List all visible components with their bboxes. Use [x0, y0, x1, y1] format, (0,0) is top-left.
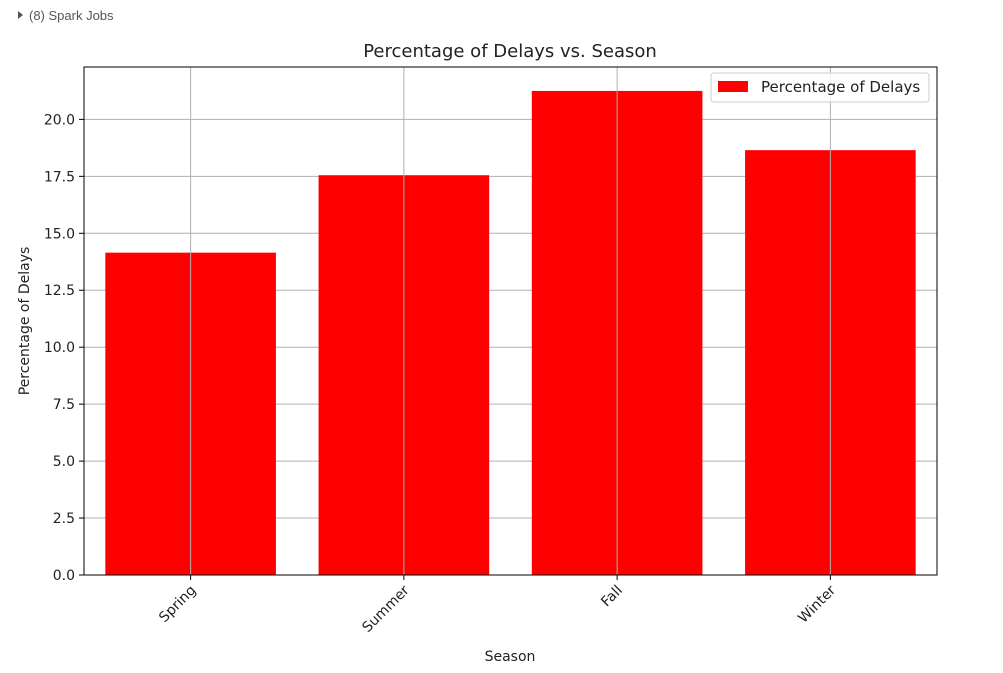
expand-caret-icon[interactable] [18, 11, 23, 19]
y-axis-label: Percentage of Delays [17, 247, 33, 396]
legend-label: Percentage of Delays [761, 78, 920, 96]
legend-box [710, 72, 930, 103]
y-tick-label: 17.5 [44, 169, 75, 185]
x-tick-label: Fall [598, 583, 626, 611]
x-axis-ticks: Spring Summer Fall Winter [156, 575, 839, 636]
y-tick-label: 10.0 [44, 340, 75, 356]
y-tick-label: 2.5 [53, 511, 75, 527]
y-tick-label: 15.0 [44, 226, 75, 242]
spark-jobs-toggle[interactable]: (8) Spark Jobs [14, 5, 114, 25]
bars [105, 90, 916, 576]
spark-jobs-label: (8) Spark Jobs [29, 7, 114, 23]
x-axis-label: Season [485, 649, 536, 665]
plot-frame [83, 66, 938, 576]
legend: Percentage of Delays [710, 72, 930, 103]
legend-swatch [718, 81, 748, 92]
y-tick-label: 12.5 [44, 283, 75, 299]
vertical-grid-lines [190, 67, 831, 575]
y-tick-label: 20.0 [44, 112, 75, 128]
chart-title: Percentage of Delays vs. Season [363, 41, 657, 62]
y-tick-label: 0.0 [53, 568, 75, 584]
y-tick-label: 7.5 [53, 397, 75, 413]
x-tick-label: Summer [359, 582, 412, 635]
y-tick-label: 5.0 [53, 454, 75, 470]
x-tick-label: Spring [156, 583, 199, 626]
x-tick-label: Winter [795, 582, 839, 626]
y-axis-ticks: 0.0 2.5 5.0 7.5 10.0 12.5 15.0 17.5 20.0 [44, 112, 84, 584]
